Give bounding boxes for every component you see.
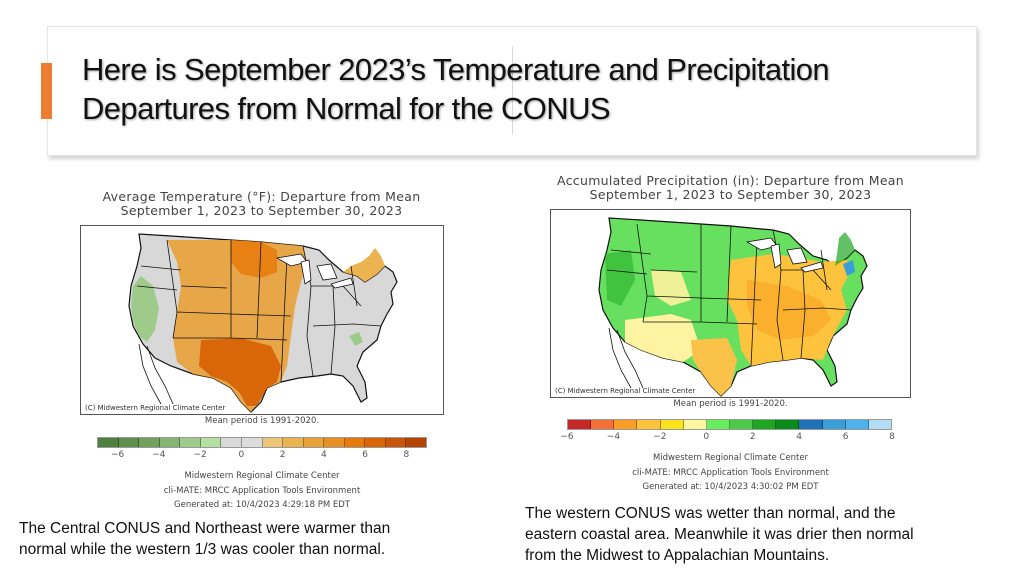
slide-title[interactable]: Here is September 2023’s Temperature and… [82, 50, 962, 128]
precipitation-legend-swatch [868, 420, 891, 429]
precipitation-map: (C) Midwestern Regional Climate Center [550, 209, 911, 398]
precipitation-legend-swatch [706, 420, 730, 429]
precipitation-legend-bar [567, 419, 892, 430]
wet-region-northeast [835, 232, 855, 266]
cool-region-carolina [349, 332, 363, 346]
warm-region-northeast [343, 248, 385, 282]
precipitation-credit-line-2: cli-MATE: MRCC Application Tools Environ… [632, 467, 829, 478]
very-wet-region-newengland [843, 260, 855, 276]
temperature-legend-swatch [365, 438, 386, 447]
temperature-map-title-line-2: September 1, 2023 to September 30, 2023 [120, 203, 403, 218]
precipitation-caption-line-2: eastern coastal area. Meanwhile it was d… [525, 526, 914, 543]
precipitation-legend-swatch [799, 420, 823, 429]
dry-region-southwest [625, 314, 701, 362]
precipitation-legend-swatch [753, 420, 777, 429]
temperature-legend-tick: 0 [238, 450, 245, 460]
temperature-credit-line-3: Generated at: 10/4/2023 4:29:18 PM EDT [174, 500, 350, 510]
accent-bar [41, 63, 52, 119]
precipitation-credit-line-3: Generated at: 10/4/2023 4:30:02 PM EDT [642, 482, 819, 492]
temperature-legend-swatch [241, 438, 263, 447]
precipitation-caption-line-3: from the Midwest to Appalachian Mountain… [525, 547, 830, 564]
baja-coast [608, 327, 644, 389]
precipitation-map-title: Accumulated Precipitation (in): Departur… [550, 174, 911, 202]
precipitation-legend-tick: −6 [560, 432, 574, 442]
precipitation-map-image [598, 217, 868, 397]
temperature-legend-swatch [98, 438, 119, 447]
temperature-legend-bar [97, 437, 427, 448]
temperature-map-title: Average Temperature (°F): Departure from… [80, 190, 443, 218]
precipitation-credit-line-1: Midwestern Regional Climate Center [652, 453, 809, 463]
precipitation-legend-tick: −2 [653, 432, 667, 442]
precipitation-legend-swatch [591, 420, 615, 429]
precipitation-legend-ticks: −6 −4 −2 0 2 4 6 8 [560, 432, 895, 444]
precipitation-legend-swatch [683, 420, 707, 429]
temperature-legend-tick: −4 [152, 450, 166, 460]
temperature-legend-tick: 8 [403, 450, 410, 460]
temperature-caption-line-2: normal while the western 1/3 was cooler … [19, 541, 386, 558]
temperature-legend-swatch [139, 438, 160, 447]
slide-title-line-1: Here is September 2023’s Temperature and… [82, 52, 830, 87]
temperature-legend-swatch [283, 438, 304, 447]
precipitation-legend-swatch [845, 420, 869, 429]
precipitation-legend-swatch [822, 420, 846, 429]
temperature-legend-swatch [385, 438, 407, 447]
precipitation-legend-swatch [637, 420, 661, 429]
precipitation-caption[interactable]: The western CONUS was wetter than normal… [525, 503, 914, 566]
precipitation-legend-tick: −4 [606, 432, 621, 442]
temperature-legend-swatch [324, 438, 345, 447]
wet-region-west [605, 250, 635, 306]
cool-region-west [131, 276, 159, 342]
great-lakes [275, 253, 354, 289]
temperature-legend-swatch [344, 438, 366, 447]
temperature-legend-swatch [118, 438, 140, 447]
temperature-map-copyright: (C) Midwestern Regional Climate Center [85, 404, 226, 412]
precipitation-legend-swatch [614, 420, 638, 429]
temperature-map-image [128, 233, 398, 413]
temperature-legend-tick: 6 [362, 450, 368, 460]
precipitation-legend-swatch [568, 420, 592, 429]
text-cursor-line [512, 46, 513, 134]
temperature-credit-line-2: cli-MATE: MRCC Application Tools Environ… [163, 485, 361, 496]
temperature-credit-line-1: Midwestern Regional Climate Center [184, 471, 340, 481]
precipitation-map-copyright: (C) Midwestern Regional Climate Center [555, 387, 696, 395]
great-lakes [745, 237, 824, 273]
hot-region-north [231, 240, 277, 278]
temperature-caption[interactable]: The Central CONUS and Northeast were war… [19, 518, 390, 560]
hot-region-texas [199, 338, 281, 406]
temperature-legend-swatch [303, 438, 325, 447]
temperature-mean-period: Mean period is 1991-2020. [204, 416, 320, 426]
temperature-map: (C) Midwestern Regional Climate Center [80, 225, 444, 415]
temperature-legend-swatch [262, 438, 284, 447]
temperature-legend-swatch [159, 438, 181, 447]
precipitation-legend-tick: 0 [703, 432, 710, 442]
temperature-legend-swatch [221, 438, 242, 447]
temperature-legend-swatch [406, 438, 426, 447]
precipitation-legend-swatch [776, 420, 800, 429]
precipitation-legend-tick: 4 [796, 432, 803, 442]
temperature-legend-swatch [200, 438, 222, 447]
precipitation-caption-line-1: The western CONUS was wetter than normal… [525, 505, 896, 522]
temperature-legend-tick: 4 [321, 450, 327, 460]
precipitation-credits: Midwestern Regional Climate Center cli-M… [550, 451, 911, 495]
precipitation-legend-swatch [660, 420, 684, 429]
temperature-legend-tick: −6 [110, 450, 125, 460]
precipitation-legend-swatch [729, 420, 754, 429]
precipitation-legend-tick: 6 [842, 432, 849, 442]
precipitation-legend-tick: 8 [889, 432, 895, 442]
precipitation-map-title-line-2: September 1, 2023 to September 30, 2023 [589, 187, 872, 202]
slide-title-line-2: Departures from Normal for the CONUS [82, 91, 611, 126]
temperature-legend-ticks: −6 −4 −2 0 2 4 6 8 [97, 450, 427, 462]
baja-coast [138, 343, 174, 405]
temperature-credits: Midwestern Regional Climate Center cli-M… [80, 469, 444, 513]
temperature-legend-tick: −2 [193, 450, 207, 460]
temperature-legend-swatch [180, 438, 201, 447]
precipitation-mean-period: Mean period is 1991-2020. [673, 399, 788, 409]
temperature-legend-tick: 2 [279, 450, 286, 460]
temperature-caption-line-1: The Central CONUS and Northeast were war… [19, 520, 391, 537]
precipitation-map-title-line-1: Accumulated Precipitation (in): Departur… [557, 173, 904, 188]
precipitation-legend-tick: 2 [749, 432, 756, 442]
temperature-map-title-line-1: Average Temperature (°F): Departure from… [102, 189, 421, 204]
dry-region-texas [691, 338, 737, 396]
